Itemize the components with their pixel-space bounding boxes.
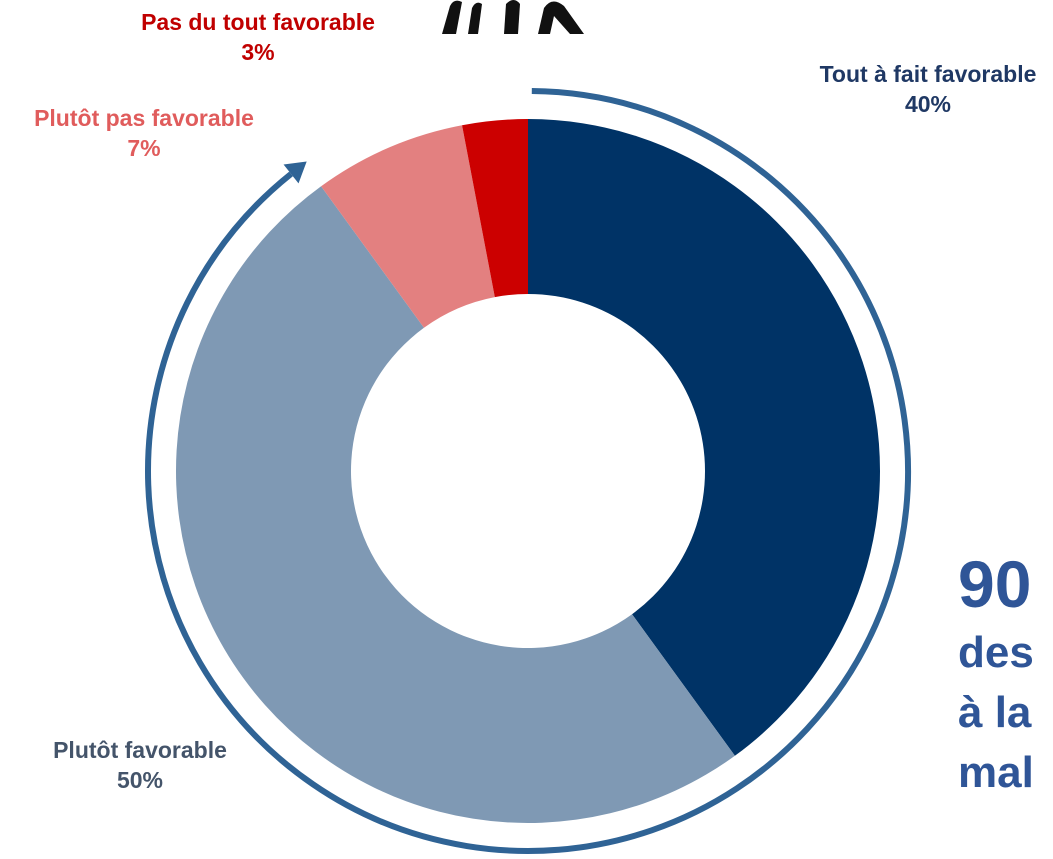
label-plutot-pas-favorable: Plutôt pas favorable 7% [4,103,284,163]
callout-big-value: 90 [958,547,1032,621]
label-tout-a-fait-favorable-pct: 40% [904,91,952,117]
annotation-arc [144,88,911,854]
label-tout-a-fait-favorable-text: Tout à fait favorable [819,61,1037,87]
callout-annotation: 90 des à la mal [958,545,1034,803]
label-plutot-pas-favorable-pct: 7% [127,135,161,161]
slice-tout-fait-favorable [528,119,880,756]
slice-plut-t-favorable [175,186,735,824]
label-plutot-favorable-text: Plutôt favorable [53,737,227,763]
slice-plut-t-pas-favorable [321,125,495,328]
slice-pas-du-tout-favorable [462,119,528,298]
label-plutot-favorable: Plutôt favorable 50% [0,735,280,795]
callout-line-2: à la [958,688,1032,737]
label-plutot-pas-favorable-text: Plutôt pas favorable [34,105,254,131]
people-figures-icon [442,0,584,34]
arrow-head-icon [283,161,307,184]
label-plutot-favorable-pct: 50% [116,767,164,793]
label-pas-du-tout-favorable: Pas du tout favorable 3% [118,7,398,67]
callout-line-1: des [958,628,1034,677]
slices-group [175,119,880,824]
label-tout-a-fait-favorable: Tout à fait favorable 40% [788,59,1053,119]
label-pas-du-tout-favorable-pct: 3% [241,39,275,65]
favorable-arc [144,88,911,854]
callout-line-3: mal [958,748,1034,797]
label-pas-du-tout-favorable-text: Pas du tout favorable [141,9,375,35]
